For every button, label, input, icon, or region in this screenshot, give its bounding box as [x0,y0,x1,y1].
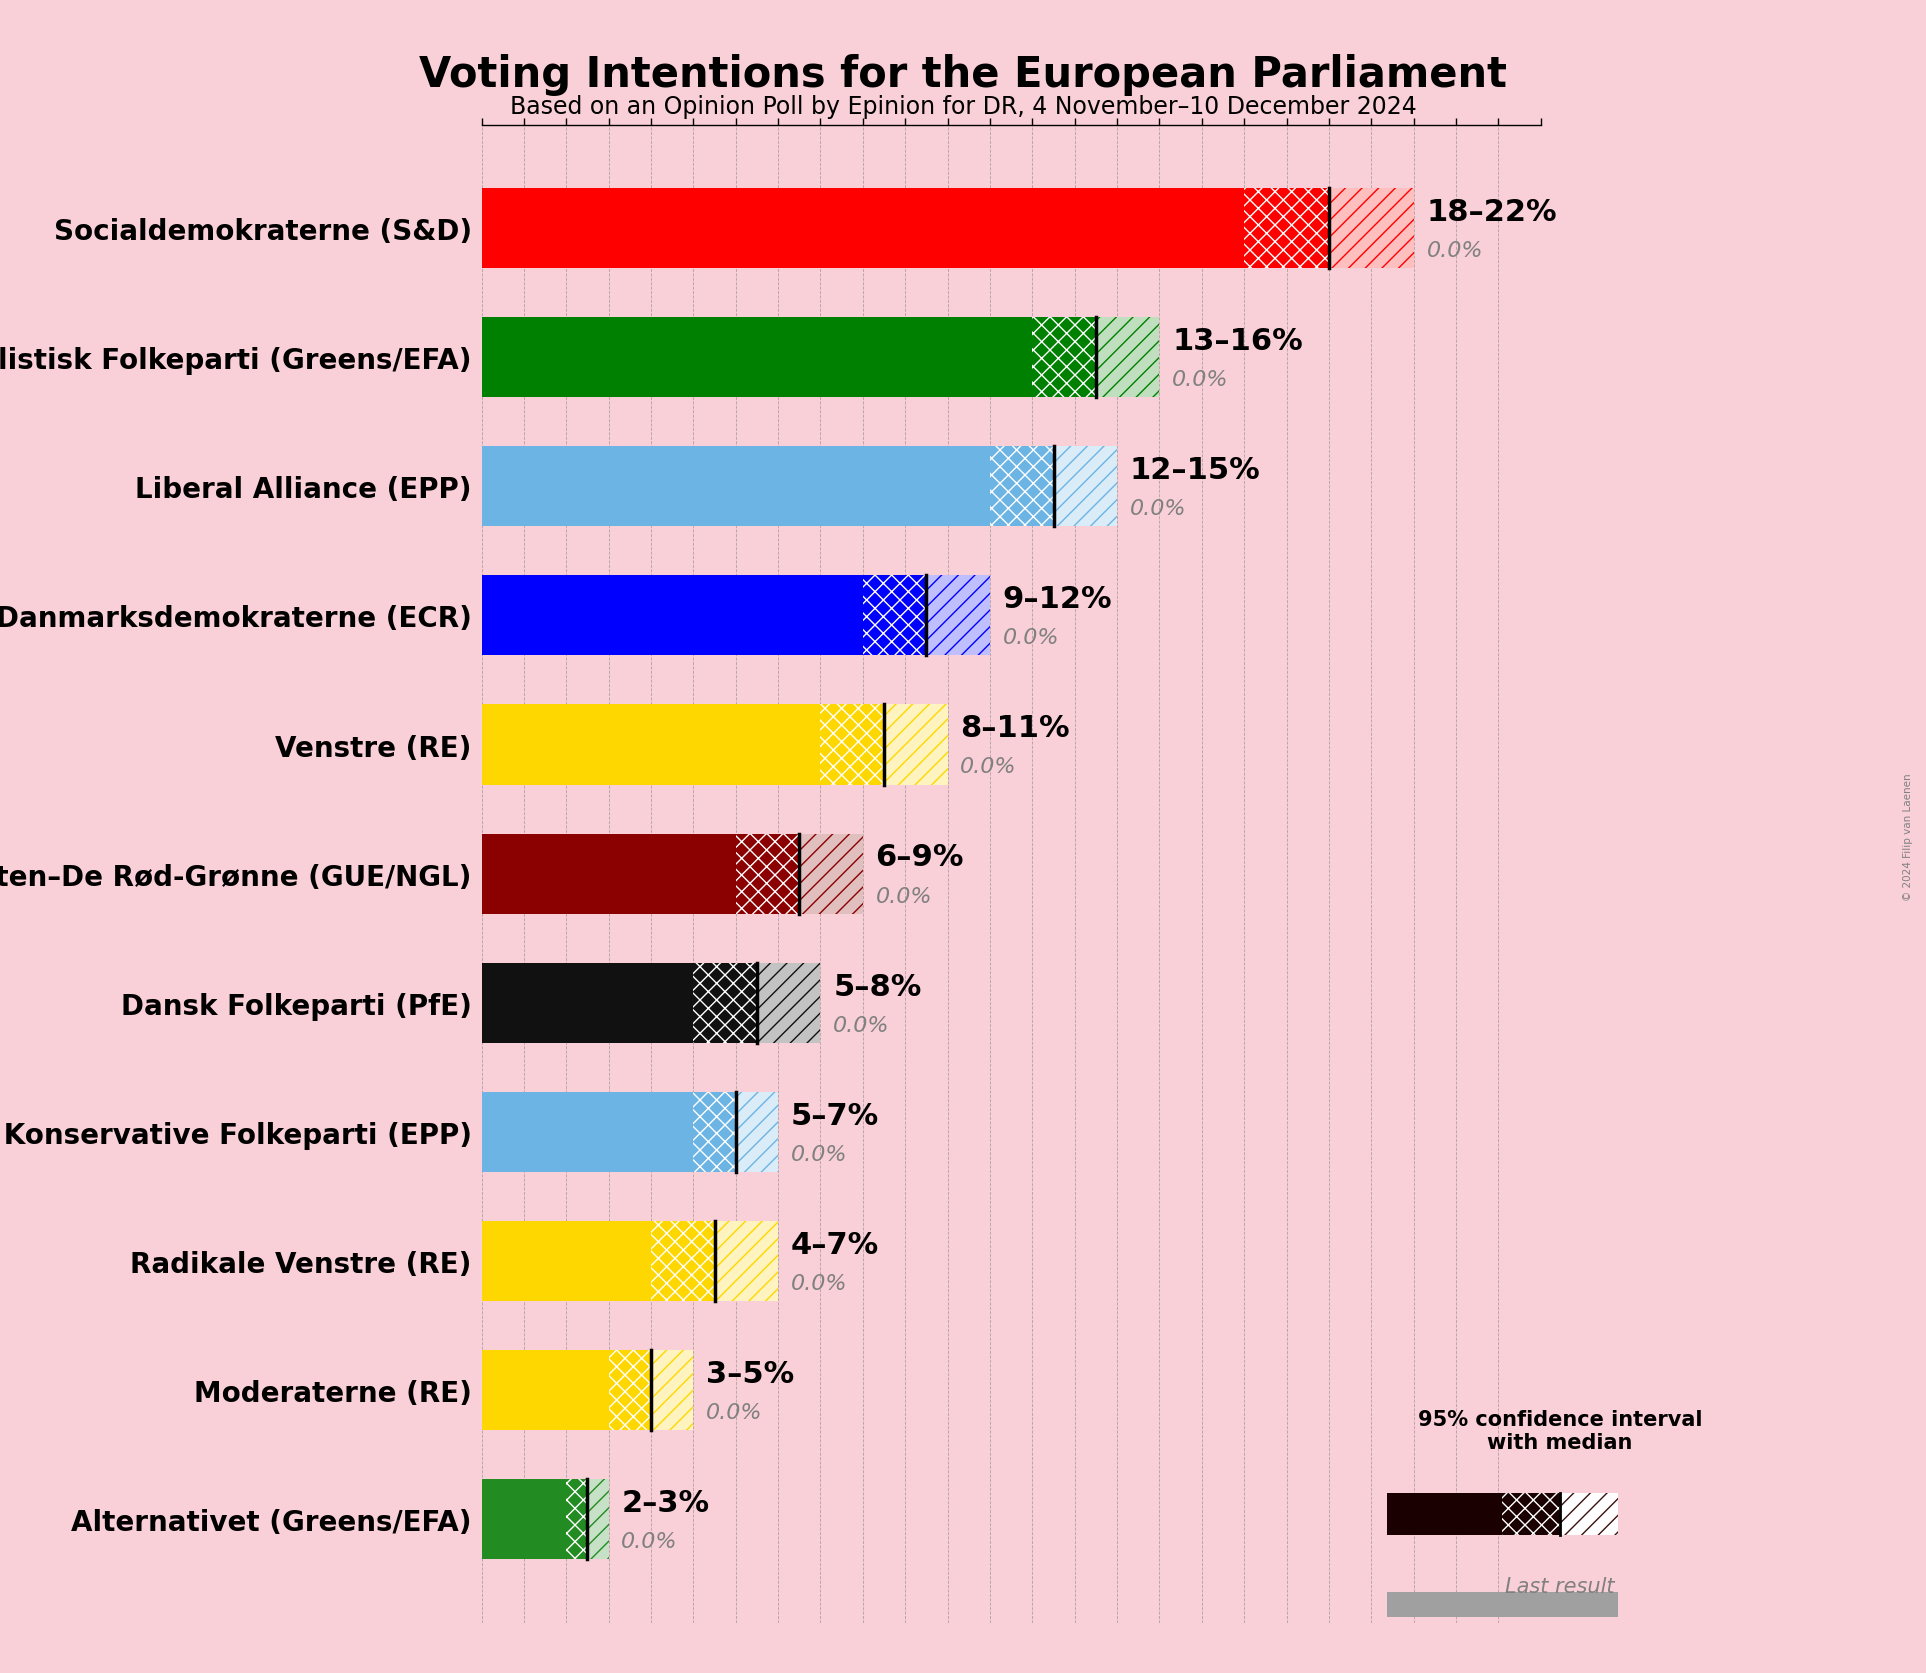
Bar [1096,318,1159,398]
Bar [587,1479,609,1559]
Bar [1032,318,1096,398]
Bar [482,835,736,913]
Text: 13–16%: 13–16% [1173,326,1302,356]
Bar [1387,1494,1502,1536]
Bar [651,1221,715,1302]
Bar [651,1221,715,1302]
Text: 0.0%: 0.0% [792,1273,847,1293]
Bar [482,447,990,527]
Bar [1387,1593,1618,1616]
Text: 6–9%: 6–9% [876,843,965,872]
Bar [1329,189,1414,269]
Bar [715,1221,778,1302]
Bar [482,318,1032,398]
Text: Based on an Opinion Poll by Epinion for DR, 4 November–10 December 2024: Based on an Opinion Poll by Epinion for … [510,95,1416,119]
Text: 2–3%: 2–3% [622,1489,709,1517]
Text: 0.0%: 0.0% [792,1144,847,1164]
Bar [566,1479,587,1559]
Bar [651,1350,693,1430]
Bar [1560,1494,1618,1536]
Text: 0.0%: 0.0% [1173,370,1229,390]
Text: 0.0%: 0.0% [876,887,932,907]
Bar [757,964,820,1044]
Bar [990,447,1054,527]
Text: 0.0%: 0.0% [1003,627,1059,647]
Text: 0.0%: 0.0% [622,1531,678,1551]
Bar [693,1092,736,1173]
Bar [820,704,884,785]
Text: 18–22%: 18–22% [1427,197,1556,226]
Bar [715,1221,778,1302]
Bar [1032,318,1096,398]
Bar [884,704,948,785]
Bar [799,835,863,913]
Text: 12–15%: 12–15% [1131,455,1260,485]
Bar [736,1092,778,1173]
Bar [482,1092,693,1173]
Bar [926,576,990,656]
Bar [587,1479,609,1559]
Bar [1054,447,1117,527]
Text: © 2024 Filip van Laenen: © 2024 Filip van Laenen [1903,773,1913,900]
Bar [482,1350,609,1430]
Bar [1096,318,1159,398]
Text: 0.0%: 0.0% [707,1402,763,1422]
Bar [863,576,926,656]
Bar [926,576,990,656]
Bar [1329,189,1414,269]
Bar [1329,189,1414,269]
Text: 5–8%: 5–8% [834,972,921,1000]
Bar [799,835,863,913]
Bar [736,1092,778,1173]
Bar [1502,1494,1560,1536]
Bar [863,576,926,656]
Text: Voting Intentions for the European Parliament: Voting Intentions for the European Parli… [420,54,1506,95]
Bar [587,1479,609,1559]
Bar [757,964,820,1044]
Text: 0.0%: 0.0% [1131,499,1186,519]
Bar [651,1350,693,1430]
Text: 4–7%: 4–7% [792,1230,878,1260]
Bar [566,1479,587,1559]
Bar [736,835,799,913]
Bar [884,704,948,785]
Text: 8–11%: 8–11% [961,714,1071,743]
Bar [715,1221,778,1302]
Bar [482,189,1244,269]
Bar [736,1092,778,1173]
Text: 5–7%: 5–7% [792,1101,878,1129]
Bar [609,1350,651,1430]
Bar [482,964,693,1044]
Bar [799,835,863,913]
Bar [693,1092,736,1173]
Bar [693,964,757,1044]
Bar [736,835,799,913]
Bar [820,704,884,785]
Bar [482,704,820,785]
Bar [1054,447,1117,527]
Text: 9–12%: 9–12% [1003,584,1113,614]
Bar [1054,447,1117,527]
Text: Last result: Last result [1506,1576,1614,1596]
Text: 0.0%: 0.0% [1427,241,1483,261]
Bar [1502,1494,1560,1536]
Bar [884,704,948,785]
Bar [1096,318,1159,398]
Bar [482,576,863,656]
Bar [990,447,1054,527]
Bar [757,964,820,1044]
Bar [651,1350,693,1430]
Bar [926,576,990,656]
Text: 95% confidence interval
with median: 95% confidence interval with median [1418,1409,1703,1452]
Text: 0.0%: 0.0% [834,1016,890,1036]
Bar [482,1221,651,1302]
Bar [609,1350,651,1430]
Text: 3–5%: 3–5% [707,1358,794,1389]
Bar [1244,189,1329,269]
Text: 0.0%: 0.0% [961,756,1017,776]
Bar [1244,189,1329,269]
Bar [482,1479,566,1559]
Bar [693,964,757,1044]
Bar [1560,1494,1618,1536]
